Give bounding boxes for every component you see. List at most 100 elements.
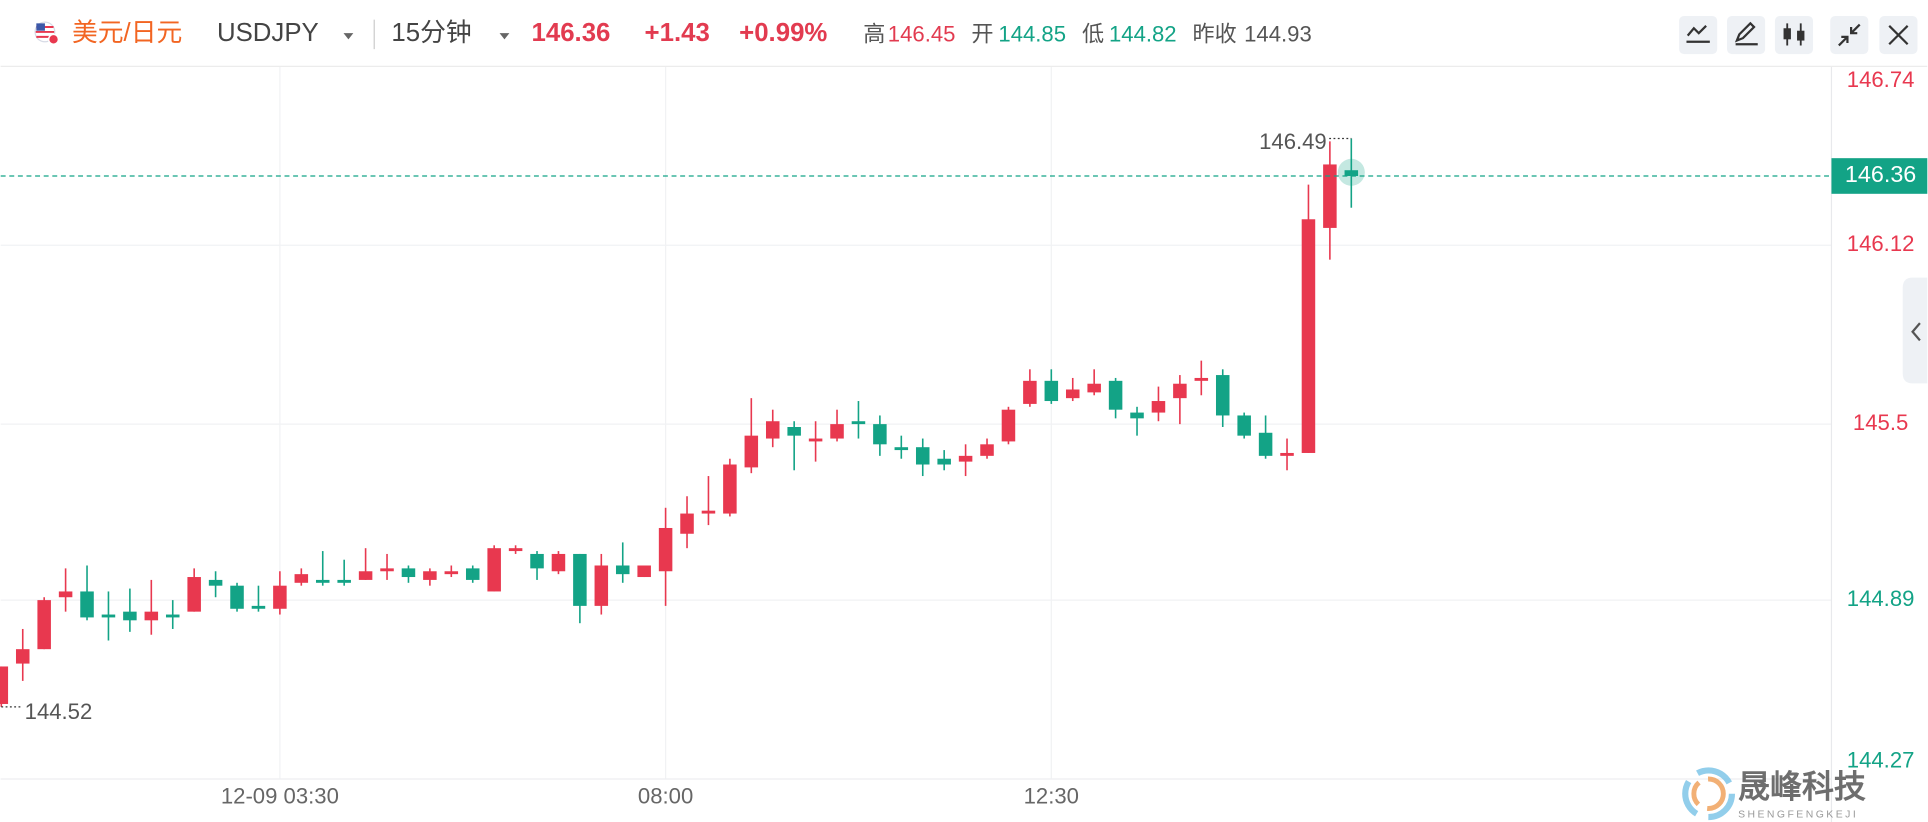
min-label: 144.52 — [25, 699, 93, 724]
candle-body — [1301, 219, 1316, 453]
candle-body — [123, 611, 137, 621]
candle-body — [573, 553, 587, 606]
high-value: 146.45 — [888, 21, 956, 46]
candle-body — [723, 464, 737, 514]
candle-body — [358, 571, 373, 580]
candle-body — [894, 447, 909, 451]
open-label: 开 — [971, 21, 993, 46]
candle-body — [37, 600, 51, 650]
candle-body — [0, 666, 9, 704]
candle-body — [1344, 170, 1359, 176]
plot-area: 146.74 146.12 145.5 144.89 144.27 12-09 03:30… — [0, 65, 1928, 822]
candle-body — [15, 649, 30, 664]
last-price-label: 146.36 — [1845, 161, 1916, 187]
draw-button[interactable] — [1727, 15, 1766, 55]
shrink-button[interactable] — [1830, 15, 1869, 55]
indicator-button[interactable] — [1679, 15, 1718, 55]
candle-body — [615, 565, 630, 575]
low-label: 低 — [1082, 21, 1104, 46]
candle-body — [980, 444, 994, 456]
candle-body — [658, 527, 673, 572]
open-value: 144.85 — [998, 21, 1066, 46]
candle-body — [787, 427, 801, 436]
prev-close-value: 144.93 — [1244, 21, 1312, 46]
candle-body — [958, 455, 973, 462]
watermark: 晟峰科技 SHENGFENGKEJI — [1682, 767, 1866, 820]
candle-body — [423, 571, 437, 580]
symbol-name[interactable]: 美元/日元 — [72, 18, 182, 47]
candle-body — [851, 421, 866, 425]
candle-body — [1108, 380, 1123, 410]
candle-body — [1065, 389, 1080, 399]
candle-body — [487, 548, 501, 592]
candle-body — [637, 565, 651, 578]
candle-body — [744, 435, 759, 468]
y-tick-label: 146.74 — [1847, 67, 1915, 92]
candle-body — [701, 510, 716, 514]
candle-body — [294, 574, 309, 583]
candle-body — [58, 591, 73, 598]
y-tick-label: 144.27 — [1847, 748, 1915, 773]
candle-body — [765, 421, 780, 439]
candle-body — [101, 614, 116, 618]
y-tick-label: 146.12 — [1847, 231, 1915, 256]
side-panel-toggle[interactable] — [1902, 277, 1928, 384]
interval-dropdown[interactable] — [499, 33, 510, 40]
header-bg — [0, 0, 1928, 67]
last-price-box — [1831, 158, 1928, 194]
symbol-dropdown[interactable] — [343, 33, 354, 40]
candle-body — [937, 458, 951, 465]
candle-body — [1323, 164, 1337, 228]
candle-body — [830, 424, 844, 439]
candle-body — [337, 579, 351, 583]
candle-body — [594, 565, 609, 606]
y-tick-label: 145.5 — [1853, 410, 1908, 435]
interval[interactable]: 15分钟 — [391, 18, 471, 47]
candle-body — [551, 553, 566, 572]
candle-body — [1173, 383, 1187, 399]
y-tick-label: 144.89 — [1847, 586, 1915, 611]
candle-body — [1151, 401, 1166, 413]
watermark-title: 晟峰科技 — [1738, 768, 1866, 804]
low-value: 144.82 — [1109, 21, 1177, 46]
max-label: 146.49 — [1259, 129, 1327, 154]
candle-body — [444, 571, 459, 575]
last-price-glow — [1337, 158, 1365, 186]
header-price: 146.36 — [531, 19, 610, 47]
symbol-code[interactable]: USDJPY — [217, 19, 319, 47]
close-button[interactable] — [1879, 15, 1918, 55]
candle-body — [1280, 452, 1294, 456]
x-tick-label: 12:30 — [1024, 783, 1079, 808]
candle-body — [144, 611, 159, 621]
x-tick-label: 08:00 — [638, 783, 693, 808]
candle-body — [80, 591, 94, 618]
candle-body — [273, 585, 287, 609]
x-tick-label: 12-09 03:30 — [221, 783, 339, 808]
candle-body — [1215, 375, 1230, 416]
candle-body — [1130, 412, 1144, 419]
candle-body — [1237, 415, 1251, 436]
candle-body — [1194, 377, 1209, 381]
candle-body — [208, 579, 223, 586]
candle-body — [187, 577, 201, 612]
prev-close-label: 昨收 — [1193, 21, 1237, 46]
candle-body — [508, 548, 523, 552]
candle-body — [315, 579, 330, 583]
candle-body — [230, 585, 244, 609]
candle-body — [1258, 432, 1273, 456]
candle-body — [1044, 380, 1059, 402]
candle-body — [165, 614, 180, 618]
chart-type-button[interactable] — [1774, 15, 1814, 55]
candle-body — [873, 424, 887, 445]
candle-body — [530, 553, 544, 569]
candle-body — [1001, 409, 1016, 442]
candle-body — [465, 568, 480, 580]
toolbar — [1679, 15, 1918, 55]
candle-body — [251, 605, 266, 609]
high-label: 高 — [863, 21, 885, 46]
candle-body — [808, 438, 823, 442]
candle-body — [1023, 380, 1037, 404]
candle-body — [380, 568, 394, 572]
